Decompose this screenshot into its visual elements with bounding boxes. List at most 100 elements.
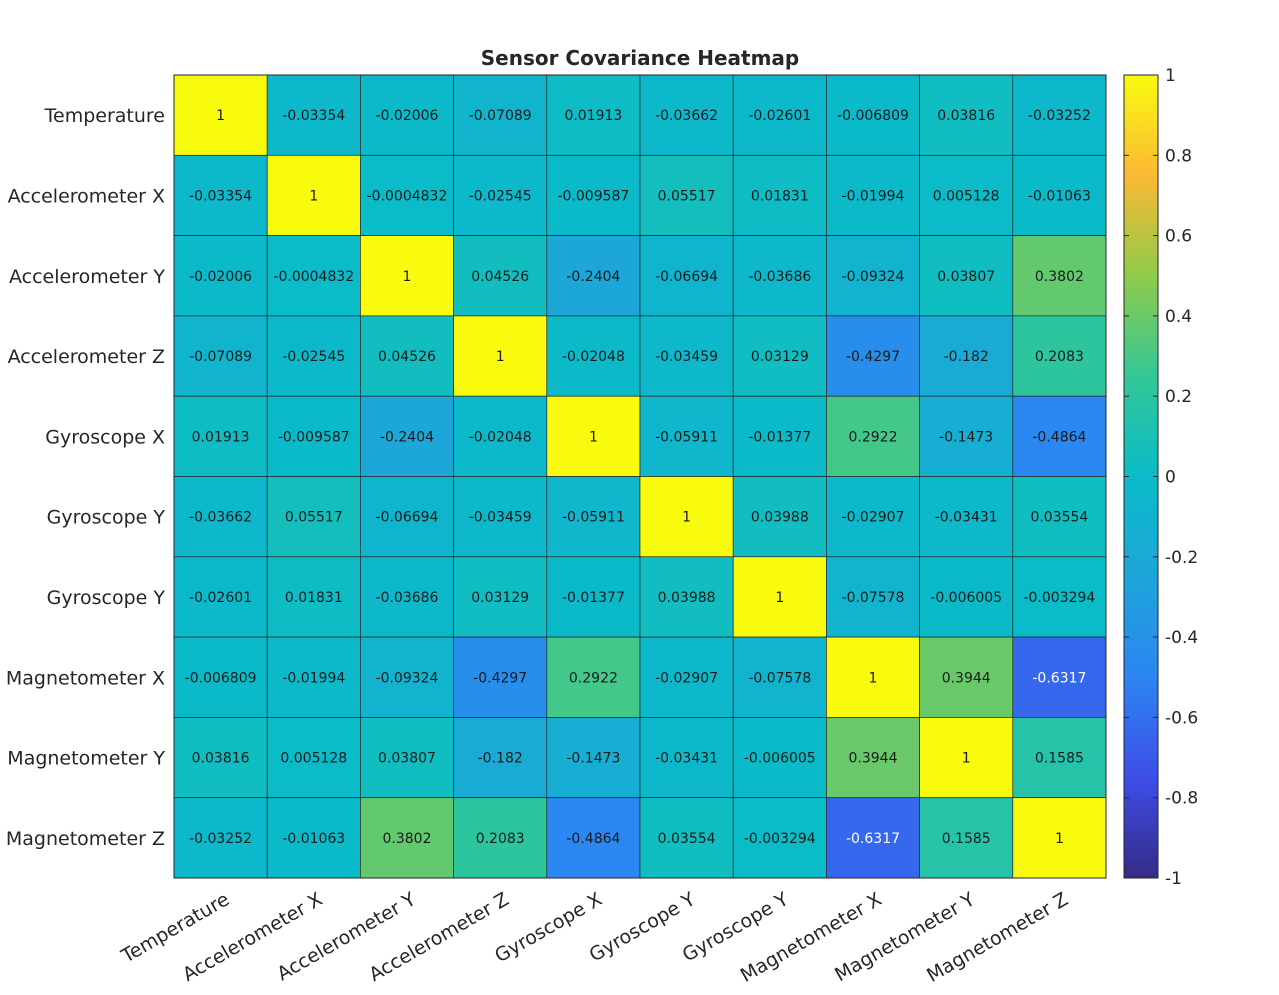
heatmap-cell <box>546 717 641 799</box>
cell-value-label: -0.03686 <box>748 269 811 285</box>
cell-value-label: -0.02006 <box>189 269 252 285</box>
colorbar-tick-label: 1 <box>1165 66 1176 86</box>
cell-value-label: 1 <box>1055 831 1064 847</box>
heatmap-cell <box>639 395 734 477</box>
heatmap-cell <box>1012 395 1107 477</box>
heatmap-cell <box>173 556 268 638</box>
cell-value-label: 1 <box>309 188 318 204</box>
row-label: Magnetometer X <box>6 667 165 689</box>
heatmap-cell <box>919 395 1014 477</box>
cell-value-label: -0.03686 <box>376 590 439 606</box>
heatmap-cell <box>732 556 827 638</box>
heatmap-cell <box>732 636 827 718</box>
cell-value-label: 0.05517 <box>285 510 343 526</box>
cell-value-label: 0.005128 <box>280 751 347 767</box>
cell-value-label: -0.07089 <box>469 108 532 124</box>
row-label: Accelerometer Y <box>9 266 165 288</box>
cell-value-label: 0.01913 <box>564 108 622 124</box>
heatmap-cell <box>453 74 548 156</box>
colorbar-tick-label: -1 <box>1165 869 1182 889</box>
cell-value-label: 1 <box>869 670 878 686</box>
cell-value-label: -0.009587 <box>557 188 629 204</box>
cell-value-label: -0.2404 <box>566 269 620 285</box>
heatmap-cell <box>826 235 920 317</box>
cell-value-label: -0.6317 <box>1032 670 1086 686</box>
cell-value-label: -0.006005 <box>930 590 1002 606</box>
heatmap-cell <box>1012 154 1107 236</box>
heatmap-cell <box>266 717 361 799</box>
cell-value-label: -0.006809 <box>837 108 909 124</box>
cell-value-label: -0.03431 <box>655 751 718 767</box>
heatmap-cell <box>546 395 641 477</box>
heatmap-cell <box>732 395 827 477</box>
cell-value-label: -0.01063 <box>282 831 345 847</box>
heatmap-cell <box>919 154 1014 236</box>
cell-value-label: 0.03807 <box>937 269 995 285</box>
cell-value-label: -0.4297 <box>473 670 527 686</box>
heatmap-cell <box>639 797 734 879</box>
heatmap-cell <box>639 154 734 236</box>
cell-value-label: 1 <box>962 751 971 767</box>
heatmap-border <box>173 74 1107 879</box>
heatmap-cell <box>1012 556 1107 638</box>
cell-value-label: -0.03459 <box>469 510 532 526</box>
heatmap-cell <box>453 476 548 558</box>
chart-title: Sensor Covariance Heatmap <box>481 46 799 70</box>
cell-value-label: -0.009587 <box>278 429 350 445</box>
heatmap-cell <box>826 315 920 397</box>
colorbar: 1 0.8 0.6 0.4 0.2 0 -0.2 -0.4 -0.6 -0.8 -1 <box>1123 66 1198 889</box>
row-label: Magnetometer Z <box>6 828 165 850</box>
heatmap-cell <box>732 154 827 236</box>
cell-value-label: 0.2922 <box>569 670 618 686</box>
row-label: Accelerometer Z <box>8 346 165 368</box>
row-label: Gyroscope X <box>45 426 165 448</box>
heatmap-cell <box>826 797 920 879</box>
heatmap-cell <box>639 74 734 156</box>
row-label: Accelerometer X <box>8 185 165 207</box>
cell-value-label: -0.06694 <box>376 510 439 526</box>
heatmap-cell <box>826 395 920 477</box>
heatmap-grid: 1 -0.03354 -0.02006 -0.07089 0.01913 -0.03662… <box>173 74 1107 879</box>
cell-value-label: 0.01913 <box>192 429 250 445</box>
cell-value-label: -0.03252 <box>1028 108 1091 124</box>
heatmap-cell <box>919 476 1014 558</box>
cell-value-label: 0.005128 <box>933 188 1000 204</box>
heatmap-cell <box>173 74 268 156</box>
cell-value-label: 0.03988 <box>751 510 809 526</box>
cell-value-label: -0.01063 <box>1028 188 1091 204</box>
cell-value-label: -0.03662 <box>655 108 718 124</box>
cell-value-label: -0.0004832 <box>273 269 354 285</box>
cell-value-label: -0.03252 <box>189 831 252 847</box>
colorbar-tick-label: 0.8 <box>1165 146 1192 166</box>
heatmap-cell <box>453 717 548 799</box>
heatmap-cell <box>639 556 734 638</box>
cell-value-label: 0.2083 <box>1035 349 1084 365</box>
cell-value-label: -0.6317 <box>846 831 900 847</box>
cell-value-label: -0.03354 <box>189 188 252 204</box>
cell-value-label: 0.03554 <box>658 831 716 847</box>
cell-value-label: -0.09324 <box>376 670 439 686</box>
cell-value-label: 0.03129 <box>751 349 809 365</box>
colorbar-tick-label: -0.4 <box>1165 628 1198 648</box>
heatmap-cell <box>173 797 268 879</box>
heatmap-cell <box>1012 797 1107 879</box>
cell-value-label: -0.02545 <box>282 349 345 365</box>
cell-value-label: 0.3944 <box>942 670 991 686</box>
heatmap-cell <box>266 154 361 236</box>
cell-value-label: -0.01377 <box>562 590 625 606</box>
heatmap-cell <box>453 797 548 879</box>
heatmap-cell <box>546 315 641 397</box>
cell-value-label: -0.03662 <box>189 510 252 526</box>
row-label: Gyroscope Y <box>47 587 166 609</box>
cell-value-label: 1 <box>496 349 505 365</box>
cell-value-label: -0.03459 <box>655 349 718 365</box>
cell-value-label: 0.2083 <box>476 831 525 847</box>
heatmap-cell <box>266 235 361 317</box>
heatmap-cell <box>360 395 454 477</box>
heatmap-cell <box>546 154 641 236</box>
cell-value-label: -0.003294 <box>1023 590 1095 606</box>
heatmap-cell <box>639 636 734 718</box>
cell-value-label: -0.2404 <box>380 429 434 445</box>
cell-value-label: -0.09324 <box>842 269 905 285</box>
heatmap-cell <box>826 636 920 718</box>
